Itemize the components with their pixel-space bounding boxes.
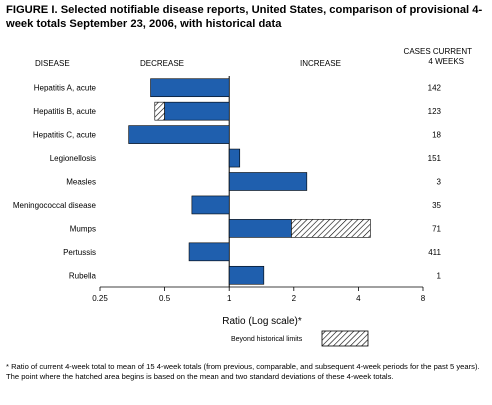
case-count: 1 <box>437 271 442 280</box>
case-count: 151 <box>428 154 442 163</box>
bar <box>164 101 230 121</box>
x-tick-label: 8 <box>421 294 426 303</box>
x-tick-label: 2 <box>292 294 297 303</box>
header-disease: DISEASE <box>35 59 70 68</box>
bar <box>188 242 230 262</box>
plot-area: 0.25 0.5 1 2 4 8 Hepatitis A, acute 142 Hepatiti… <box>13 76 442 303</box>
bar <box>191 195 230 215</box>
header-decrease: DECREASE <box>140 59 184 68</box>
bar <box>228 265 265 285</box>
disease-label: Hepatitis B, acute <box>33 107 96 116</box>
header-cases-line2: 4 WEEKS <box>428 57 464 66</box>
x-tick-label: 0.5 <box>159 294 171 303</box>
bar <box>228 172 308 191</box>
disease-label: Rubella <box>69 271 97 280</box>
header-cases-line1: CASES CURRENT <box>404 47 473 56</box>
bar <box>150 78 230 98</box>
legend-swatch <box>321 330 369 347</box>
bar-hatched <box>154 101 165 121</box>
bar-hatched <box>291 219 371 238</box>
bar <box>128 125 230 144</box>
case-count: 3 <box>437 178 442 187</box>
case-count: 18 <box>432 131 441 140</box>
x-tick-label: 4 <box>356 294 361 303</box>
legend-label: Beyond historical limits <box>231 336 303 343</box>
bar <box>228 219 292 238</box>
x-axis-label: Ratio (Log scale)* <box>222 316 302 327</box>
case-count: 123 <box>428 107 442 116</box>
disease-label: Meningococcal disease <box>13 201 97 210</box>
case-count: 411 <box>428 248 441 257</box>
case-count: 142 <box>428 84 442 93</box>
disease-label: Measles <box>66 178 96 187</box>
disease-label: Hepatitis C, acute <box>33 131 97 140</box>
bar <box>228 148 241 168</box>
header-increase: INCREASE <box>300 59 341 68</box>
figure-title: FIGURE I. Selected notifiable disease re… <box>6 4 483 30</box>
footnote: * Ratio of current 4-week total to mean … <box>6 362 480 381</box>
disease-label: Mumps <box>70 224 96 233</box>
case-count: 35 <box>432 201 441 210</box>
disease-label: Legionellosis <box>50 154 96 163</box>
case-count: 71 <box>432 224 441 233</box>
disease-label: Hepatitis A, acute <box>34 84 97 93</box>
x-tick-label: 1 <box>227 294 232 303</box>
x-tick-label: 0.25 <box>92 294 108 303</box>
disease-label: Pertussis <box>63 248 96 257</box>
